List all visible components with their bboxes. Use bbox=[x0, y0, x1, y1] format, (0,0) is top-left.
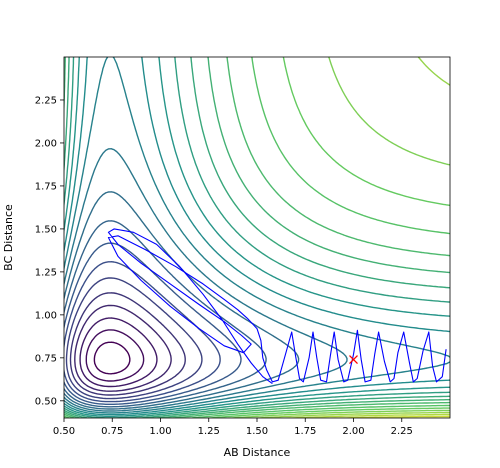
contour-level-22 bbox=[246, 57, 450, 418]
y-axis-label: BC Distance bbox=[2, 204, 15, 271]
contour-level-13 bbox=[64, 57, 450, 416]
contour-level-21 bbox=[221, 57, 450, 418]
trajectory bbox=[107, 228, 447, 385]
x-tick-label: 2.00 bbox=[342, 426, 364, 437]
x-tick-label: 2.25 bbox=[391, 426, 413, 437]
y-tick-label: 1.25 bbox=[35, 267, 57, 278]
contour-level-6 bbox=[65, 277, 203, 400]
contour-level-23 bbox=[275, 413, 450, 418]
contour-level-14 bbox=[64, 57, 450, 417]
contour-level-19 bbox=[64, 57, 450, 418]
contour-level-16 bbox=[64, 57, 450, 418]
x-axis-label: AB Distance bbox=[224, 446, 291, 459]
contour-level-1 bbox=[93, 341, 131, 375]
y-tick-label: 2.00 bbox=[35, 138, 57, 149]
x-axis-ticks: 0.50 0.75 1.00 1.25 1.50 1.75 2.00 2.25 bbox=[53, 418, 413, 437]
y-axis-ticks: 0.50 0.75 1.00 1.25 1.50 1.75 2.00 2.25 bbox=[35, 95, 64, 407]
y-tick-label: 0.75 bbox=[35, 353, 57, 364]
x-tick-label: 0.75 bbox=[101, 426, 123, 437]
contour-level-2 bbox=[85, 329, 145, 382]
trajectory-line bbox=[107, 228, 447, 385]
y-tick-label: 1.50 bbox=[35, 224, 57, 235]
contour-level-4 bbox=[74, 304, 172, 392]
y-tick-label: 0.50 bbox=[35, 396, 57, 407]
contour-level-11 bbox=[64, 148, 348, 412]
contour-level-10 bbox=[64, 191, 300, 410]
contour-level-20 bbox=[64, 57, 450, 418]
marker-group bbox=[349, 355, 358, 365]
contour-level-8 bbox=[64, 242, 242, 405]
y-tick-label: 2.25 bbox=[35, 95, 57, 106]
x-tick-label: 1.00 bbox=[149, 426, 171, 437]
y-tick-label: 1.00 bbox=[35, 310, 57, 321]
plot-area bbox=[64, 57, 450, 418]
contour-level-5 bbox=[69, 292, 186, 396]
x-tick-label: 1.50 bbox=[246, 426, 268, 437]
start-marker bbox=[349, 355, 358, 365]
x-tick-label: 1.25 bbox=[198, 426, 220, 437]
y-tick-label: 1.75 bbox=[35, 181, 57, 192]
contour-lines bbox=[64, 57, 450, 418]
contour-level-7 bbox=[64, 261, 221, 403]
x-tick-label: 1.75 bbox=[294, 426, 316, 437]
x-tick-label: 0.50 bbox=[53, 426, 75, 437]
contour-level-3 bbox=[79, 317, 158, 388]
contour-level-15 bbox=[64, 57, 450, 418]
contour-level-12 bbox=[64, 57, 450, 414]
